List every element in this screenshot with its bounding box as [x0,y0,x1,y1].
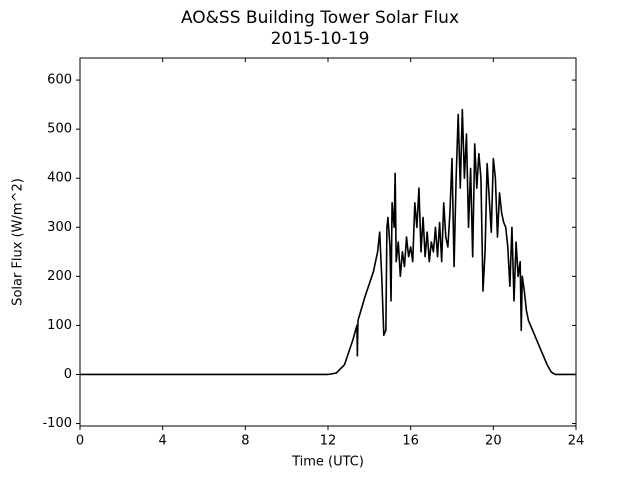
x-tick-label: 0 [76,434,84,449]
x-tick-label: 20 [485,434,502,449]
y-tick-label: 400 [47,171,72,186]
x-tick-label: 12 [320,434,337,449]
y-tick-label: -100 [42,416,72,431]
y-tick-label: 300 [47,220,72,235]
y-axis-label: Solar Flux (W/m^2) [11,178,26,306]
x-tick-label: 16 [402,434,419,449]
y-tick-label: 200 [47,269,72,284]
y-tick-label: 100 [47,318,72,333]
x-tick-label: 24 [568,434,585,449]
x-tick-label: 4 [159,434,167,449]
x-tick-label: 8 [241,434,249,449]
chart-subtitle: 2015-10-19 [271,29,370,49]
plot-frame [79,57,577,427]
chart-title: AO&SS Building Tower Solar Flux [181,8,459,28]
y-tick-label: 0 [64,367,72,382]
series-line [80,108,576,376]
x-axis-label: Time (UTC) [291,455,364,470]
y-tick-label: 500 [47,122,72,137]
y-tick-label: 600 [47,73,72,88]
